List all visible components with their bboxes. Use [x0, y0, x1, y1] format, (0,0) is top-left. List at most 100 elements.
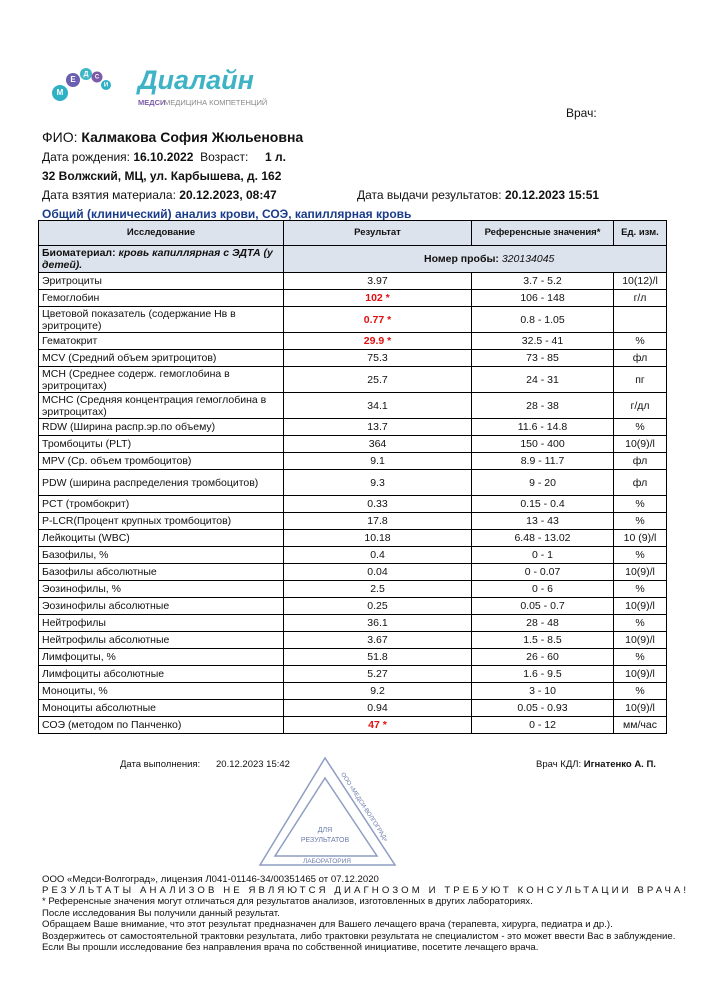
done-label: Дата выполнения: [120, 759, 201, 770]
result-row: P-LCR(Процент крупных тромбоцитов) 17.8 13… [38, 512, 667, 530]
reference: 28 - 48 [471, 614, 614, 632]
test-name: PDW (ширина распределения тромбоцитов) [38, 469, 284, 496]
unit: % [613, 682, 667, 700]
unit: % [613, 495, 667, 513]
test-name: Нейтрофилы абсолютные [38, 631, 284, 649]
note: Если Вы прошли исследование без направле… [42, 942, 539, 954]
reference: 1.6 - 9.5 [471, 665, 614, 683]
kdl-doctor: Игнатенко А. П. [583, 759, 656, 770]
reference: 1.5 - 8.5 [471, 631, 614, 649]
test-name: MPV (Ср. объем тромбоцитов) [38, 452, 284, 470]
result: 9.2 [283, 682, 472, 700]
result-row: Цветовой показатель (содержание Нв в эри… [38, 306, 667, 333]
reference: 73 - 85 [471, 349, 614, 367]
reference: 106 - 148 [471, 289, 614, 307]
unit: % [613, 614, 667, 632]
unit: 10 (9)/l [613, 529, 667, 547]
result-row: Эритроциты 3.97 3.7 - 5.2 10(12)/l [38, 272, 667, 290]
dob-label: Дата рождения: [42, 150, 130, 164]
test-name: RDW (Ширина распр.эр.по объему) [38, 418, 284, 436]
logo-tagline: МЕДИЦИНА КОМПЕТЕНЦИЙ [164, 98, 267, 107]
result-row: Лейкоциты (WBC) 10.18 6.48 - 13.02 10 (9)/l [38, 529, 667, 547]
result-row: Гемоглобин 102 * 106 - 148 г/л [38, 289, 667, 307]
unit: фл [613, 349, 667, 367]
result-row: Лимфоциты, % 51.8 26 - 60% [38, 648, 667, 666]
test-name: Лимфоциты, % [38, 648, 284, 666]
fio: Калмакова София Жюльеновна [81, 129, 304, 145]
age-label: Возраст: [200, 150, 249, 164]
done-date: 20.12.2023 15:42 [216, 759, 290, 770]
test-name: Базофилы абсолютные [38, 563, 284, 581]
result-row: Нейтрофилы абсолютные 3.67 1.5 - 8.5 10(9)/… [38, 631, 667, 649]
result: 17.8 [283, 512, 472, 530]
test-name: Эозинофилы абсолютные [38, 597, 284, 615]
unit: % [613, 648, 667, 666]
unit: 10(9)/l [613, 631, 667, 649]
biomaterial: кровь капиллярная с ЭДТА (у детей). [42, 247, 273, 271]
result-date-row: Дата выдачи результатов: 20.12.2023 15:5… [357, 188, 599, 202]
reference: 6.48 - 13.02 [471, 529, 614, 547]
result-row: MCV (Средний объем эритроцитов) 75.3 73 - … [38, 349, 667, 367]
note: После исследования Вы получили данный ре… [42, 907, 280, 919]
result-row: MCH (Среднее содерж. гемоглобина в эритр… [38, 366, 667, 393]
unit: г/дл [613, 392, 667, 419]
reference: 3 - 10 [471, 682, 614, 700]
test-name: Моноциты, % [38, 682, 284, 700]
test-name: P-LCR(Процент крупных тромбоцитов) [38, 512, 284, 530]
result-row: Моноциты, % 9.2 3 - 10% [38, 682, 667, 700]
sample-cell: Номер пробы: 320134045 [283, 245, 667, 273]
result: 2.5 [283, 580, 472, 598]
reference: 0 - 6 [471, 580, 614, 598]
sample-date-row: Дата взятия материала: 20.12.2023, 08:47 [42, 188, 277, 202]
test-name: Лейкоциты (WBC) [38, 529, 284, 547]
result: 9.1 [283, 452, 472, 470]
column-header: Результат [283, 220, 472, 246]
test-name: Цветовой показатель (содержание Нв в эри… [38, 306, 284, 333]
logo-circle [80, 68, 92, 80]
test-name: Моноциты абсолютные [38, 699, 284, 717]
test-name: MCH (Среднее содерж. гемоглобина в эритр… [38, 366, 284, 393]
note: * Референсные значения могут отличаться … [42, 896, 533, 907]
test-title: Общий (клинический) анализ крови, СОЭ, к… [42, 207, 412, 221]
result-row: MCHC (Средняя концентрация гемоглобина в… [38, 392, 667, 419]
reference: 150 - 400 [471, 435, 614, 453]
reference: 28 - 38 [471, 392, 614, 419]
age: 1 л. [264, 150, 286, 164]
unit: 10(12)/l [613, 272, 667, 290]
reference: 0.8 - 1.05 [471, 306, 614, 333]
result: 0.33 [283, 495, 472, 513]
sample-date-label: Дата взятия материала: [42, 188, 176, 202]
doctor-label: Врач: [566, 106, 597, 120]
result: 34.1 [283, 392, 472, 419]
license: ООО «Медси-Волгоград», лицензия Л041-011… [42, 874, 379, 885]
note: Обращаем Ваше внимание, что этот результ… [42, 919, 613, 931]
logo-name: Диалайн [136, 65, 254, 95]
result-row: Моноциты абсолютные 0.94 0.05 - 0.93 10(9)/… [38, 699, 667, 717]
test-name: MCHC (Средняя концентрация гемоглобина в… [38, 392, 284, 419]
result: 0.94 [283, 699, 472, 717]
result-row: Эозинофилы абсолютные 0.25 0.05 - 0.7 10(9)… [38, 597, 667, 615]
stamp-text: РЕЗУЛЬТАТОВ [301, 837, 350, 844]
column-header: Исследование [38, 220, 284, 246]
stamp-bottom: ЛАБОРАТОРИЯ [303, 858, 351, 865]
result-row: Лимфоциты абсолютные 5.27 1.6 - 9.5 10(9)/l [38, 665, 667, 683]
unit: % [613, 512, 667, 530]
reference: 11.6 - 14.8 [471, 418, 614, 436]
results-table: Исследование Результат Референсные значе… [38, 220, 667, 734]
reference: 3.7 - 5.2 [471, 272, 614, 290]
address: 32 Волжский, МЦ, ул. Карбышева, д. 162 [42, 169, 282, 183]
unit: 10(9)/l [613, 665, 667, 683]
result-row: Нейтрофилы 36.1 28 - 48% [38, 614, 667, 632]
logo-brand: МЕДСИ [138, 98, 165, 107]
dob-row: Дата рождения: 16.10.2022 Возраст: 1 л. [42, 150, 286, 164]
logo-letter: И [104, 83, 108, 89]
biomaterial-label: Биоматериал: [42, 247, 116, 259]
warning: РЕЗУЛЬТАТЫ АНАЛИЗОВ НЕ ЯВЛЯЮТСЯ ДИАГНОЗО… [42, 885, 690, 896]
logo-letter: Д [84, 71, 89, 78]
test-name: Эозинофилы, % [38, 580, 284, 598]
logo-circle [52, 85, 68, 101]
unit: 10(9)/l [613, 435, 667, 453]
result: 364 [283, 435, 472, 453]
stamp-text: ДЛЯ [318, 827, 332, 834]
